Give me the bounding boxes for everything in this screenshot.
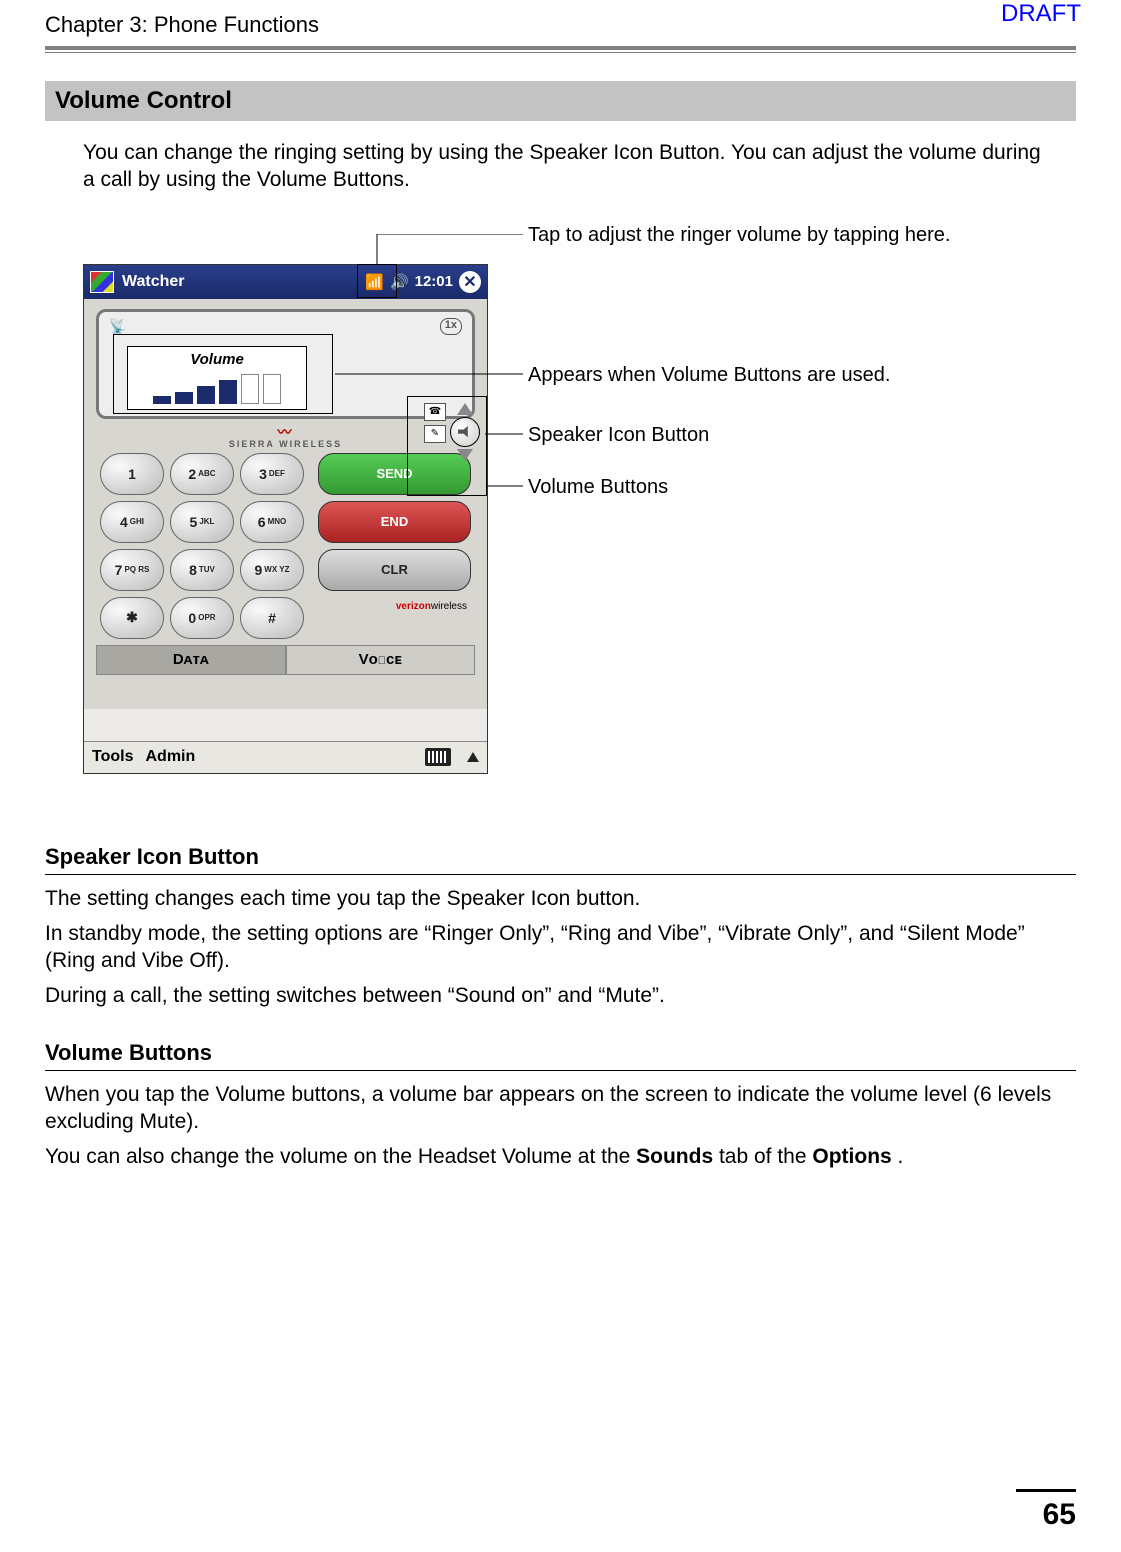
volume-p2: You can also change the volume on the He… [45,1143,1076,1170]
draft-watermark: DRAFT [1001,0,1081,28]
speaker-p3: During a call, the setting switches betw… [45,982,1076,1009]
volume-up-icon [457,403,473,415]
1x-badge: 1x [440,318,462,335]
key-5: 5JKL [170,501,234,543]
subheading-rule [45,874,1076,875]
key-0: 0OPR [170,597,234,639]
contacts-icon: ☎ [424,403,446,421]
menu-tools: Tools [92,748,133,766]
key-4: 4GHI [100,501,164,543]
phone-titlebar: Watcher 📶 🔊 12:01 ✕ [84,265,487,299]
speaker-p1: The setting changes each time you tap th… [45,885,1076,912]
antenna-icon: 📡 [109,318,126,335]
key-9: 9WX YZ [240,549,304,591]
section-title: Volume Control [45,81,1076,121]
highlight-volume-popup [113,334,333,414]
tab-voice: Vᴏɪᴄᴇ [286,645,476,675]
tab-data: Dᴀᴛᴀ [96,645,286,675]
speaker-p2: In standby mode, the setting options are… [45,920,1076,975]
figure-area: Watcher 📶 🔊 12:01 ✕ 📡 1x [83,234,1056,814]
key-6: 6MNO [240,501,304,543]
subheading-rule-2 [45,1070,1076,1071]
side-controls-box: ☎ ✎ [407,396,487,496]
subheading-speaker: Speaker Icon Button [45,844,1076,870]
page-number: 65 [1043,1498,1076,1532]
close-icon: ✕ [459,271,481,293]
notes-icon: ✎ [424,425,446,443]
volume-down-icon [457,449,473,461]
intro-paragraph: You can change the ringing setting by us… [83,139,1056,194]
chapter-header: Chapter 3: Phone Functions [45,0,1076,46]
up-arrow-icon [467,752,479,762]
key-hash: # [240,597,304,639]
volume-p1: When you tap the Volume buttons, a volum… [45,1081,1076,1136]
clock-text: 12:01 [415,273,453,290]
callout-speaker-icon: Speaker Icon Button [528,424,709,447]
key-8: 8TUV [170,549,234,591]
clr-button: CLR [318,549,471,591]
menu-admin: Admin [145,748,195,766]
app-title: Watcher [122,273,185,291]
menubar: Tools Admin [84,741,487,773]
carrier-brand: verizonwireless [310,597,471,639]
callout-volume-buttons: Volume Buttons [528,476,668,499]
subheading-volume: Volume Buttons [45,1040,1076,1066]
end-button: END [318,501,471,543]
key-star: ✱ [100,597,164,639]
key-3: 3DEF [240,453,304,495]
speaker-button-icon [450,417,480,447]
key-2: 2ABC [170,453,234,495]
start-flag-icon [90,271,114,293]
key-1: 1 [100,453,164,495]
highlight-titlebar-speaker [357,264,397,298]
keyboard-icon [425,748,451,766]
header-rule [45,46,1076,53]
key-7: 7PQ RS [100,549,164,591]
callout-appears-when: Appears when Volume Buttons are used. [528,364,890,387]
page-number-rule [1016,1489,1076,1492]
callout-tap-ringer: Tap to adjust the ringer volume by tappi… [528,224,950,247]
